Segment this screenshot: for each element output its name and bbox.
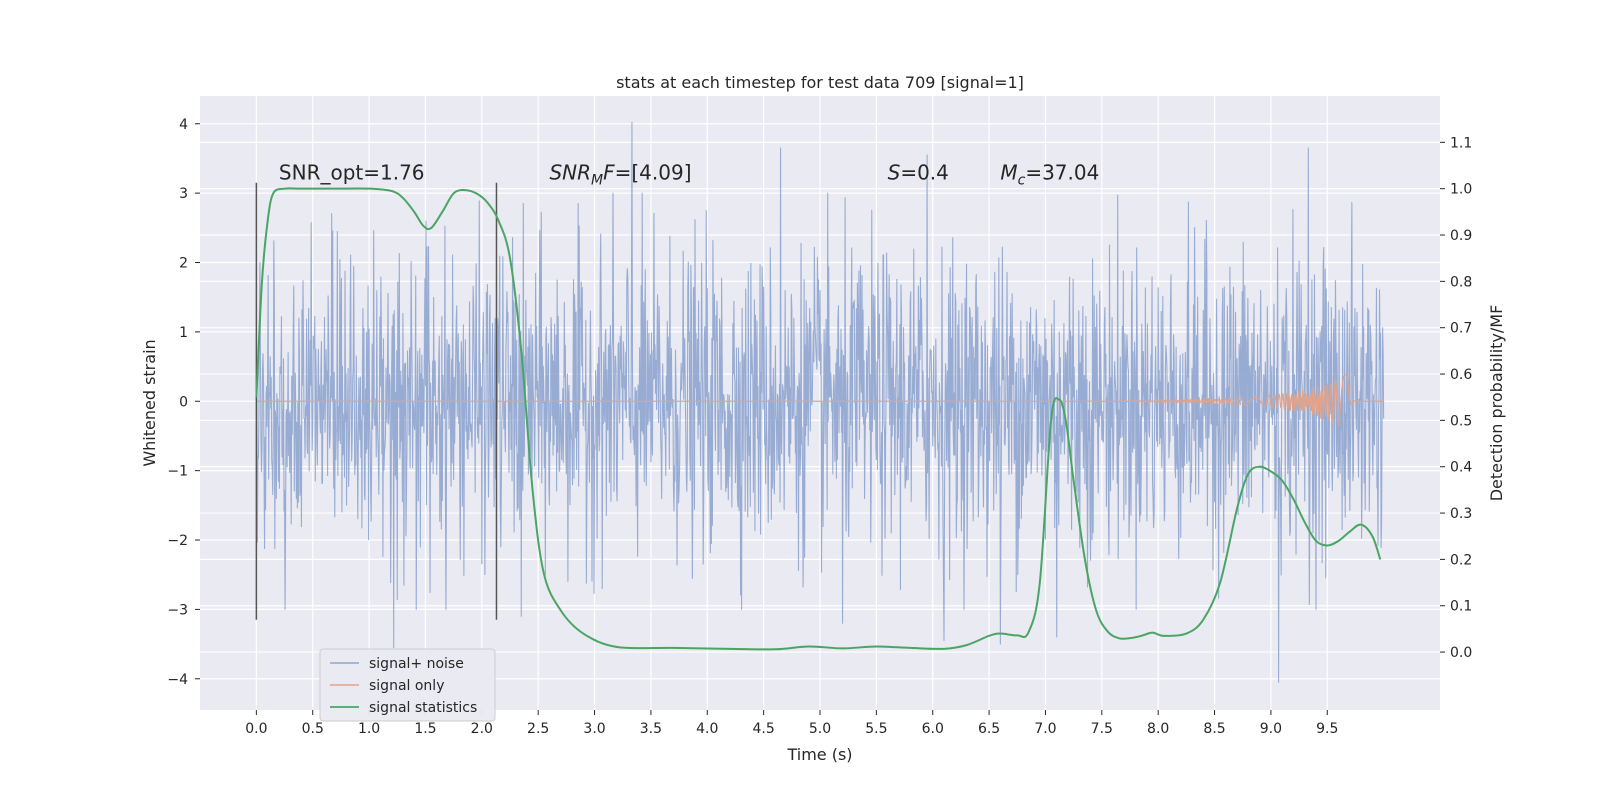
legend-label-signal-only: signal only (369, 678, 444, 694)
x-tick-label: 6.5 (978, 721, 1000, 737)
y-tick-label: −1 (167, 464, 188, 480)
x-tick-label: 8.0 (1147, 721, 1169, 737)
y2-tick-label: 0.5 (1450, 413, 1472, 429)
x-axis-ticks: 0.0 0.5 1.0 1.5 2.0 2.5 3.0 3.5 4.0 4.5 5.0 5.5 6.0 6… (245, 710, 1338, 737)
x-tick-label: 0.5 (302, 721, 324, 737)
signal-statistics-line (255, 187, 1382, 651)
y2-tick-label: 0.3 (1450, 506, 1472, 522)
y2-tick-label: 0.1 (1450, 599, 1472, 615)
x-tick-label: 0.0 (245, 721, 267, 737)
x-tick-label: 1.5 (414, 721, 436, 737)
x-tick-label: 2.5 (527, 721, 549, 737)
y2-tick-label: 0.7 (1450, 321, 1472, 337)
y2-tick-label: 0.2 (1450, 552, 1472, 568)
x-tick-label: 7.0 (1034, 721, 1056, 737)
legend-label-signal-noise: signal+ noise (369, 656, 464, 672)
y2-axis-ticks: 1.1 1.0 0.9 0.8 0.7 0.6 0.5 0.4 0.3 0.2 0.1 0.0 (1440, 135, 1472, 661)
annotation: SNRMF=[4.09] (549, 160, 691, 188)
x-tick-label: 2.0 (471, 721, 493, 737)
y2-tick-label: 0.8 (1450, 274, 1472, 290)
chart-title: stats at each timestep for test data 709… (616, 73, 1024, 92)
y-tick-label: 0 (179, 394, 188, 410)
y-tick-label: 1 (179, 325, 188, 341)
y2-axis-label: Detection probability/MF (1487, 305, 1506, 502)
x-tick-label: 9.5 (1316, 721, 1338, 737)
annotations: SNR_opt=1.76 SNRMF=[4.09] S=0.4 Mc=37.04 (279, 160, 1099, 188)
x-tick-label: 7.5 (1091, 721, 1113, 737)
y2-tick-label: 1.1 (1450, 135, 1472, 151)
signal-noise-line (255, 121, 1385, 683)
y-tick-label: −2 (167, 533, 188, 549)
x-axis-label: Time (s) (786, 745, 852, 764)
y2-tick-label: 1.0 (1450, 182, 1472, 198)
signal-only-line (256, 374, 1384, 426)
x-tick-label: 4.5 (753, 721, 775, 737)
x-tick-label: 1.0 (358, 721, 380, 737)
y-tick-label: 3 (179, 186, 188, 202)
y2-tick-label: 0.0 (1450, 645, 1472, 661)
plot-content (255, 121, 1385, 683)
y2-tick-label: 0.6 (1450, 367, 1472, 383)
series-signal-only (256, 374, 1384, 426)
x-tick-label: 3.0 (583, 721, 605, 737)
annotation: SNR_opt=1.76 (279, 160, 425, 184)
annotation: Mc=37.04 (1000, 160, 1099, 188)
series-signal-noise (255, 121, 1385, 683)
y-axis-label: Whitened strain (140, 339, 159, 466)
annotation: S=0.4 (888, 160, 949, 184)
vertical-markers (255, 182, 498, 620)
y-axis-ticks: 4 3 2 1 0 −1 −2 −3 −4 (167, 117, 200, 688)
x-tick-label: 5.5 (865, 721, 887, 737)
x-tick-label: 8.5 (1203, 721, 1225, 737)
y2-tick-label: 0.4 (1450, 460, 1472, 476)
x-tick-label: 4.0 (696, 721, 718, 737)
series-signal-statistics (255, 187, 1382, 651)
y2-tick-label: 0.9 (1450, 228, 1472, 244)
x-tick-label: 5.0 (809, 721, 831, 737)
legend: signal+ noise signal only signal statist… (319, 648, 496, 722)
x-tick-label: 3.5 (640, 721, 662, 737)
y-tick-label: −4 (167, 672, 188, 688)
x-tick-label: 9.0 (1260, 721, 1282, 737)
left-grid-lines (200, 123, 1440, 680)
x-tick-label: 6.0 (922, 721, 944, 737)
legend-label-signal-statistics: signal statistics (369, 700, 477, 716)
legend-box (319, 648, 496, 722)
y-tick-label: 2 (179, 256, 188, 272)
y-tick-label: −3 (167, 602, 188, 618)
y-tick-label: 4 (179, 117, 188, 133)
